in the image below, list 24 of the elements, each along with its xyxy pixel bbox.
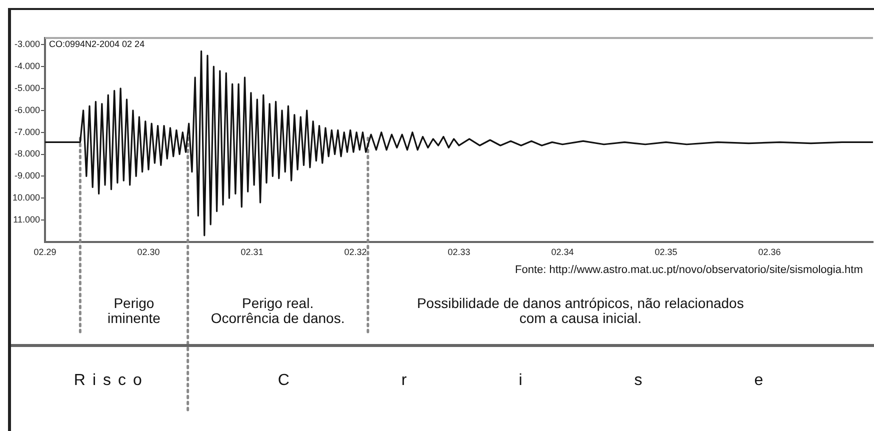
text: Perigo iminente — [108, 295, 160, 327]
text: Risco — [74, 372, 149, 390]
y-tick-label: 10.000 — [12, 192, 40, 203]
x-tick-label: 02.32 — [344, 246, 367, 257]
annotation: CO:0994N2-2004 02 24 — [49, 39, 145, 50]
x-tick-label: 02.35 — [654, 246, 678, 257]
y-tick-label: -6.000 — [14, 104, 40, 115]
text: Perigo real. Ocorrência de danos. — [210, 295, 345, 327]
x-tick-label: 02.36 — [758, 246, 781, 257]
y-tick-label: -8.000 — [14, 148, 40, 159]
y-tick-label: -5.000 — [14, 82, 40, 93]
y-tick-label: -9.000 — [14, 170, 40, 181]
x-tick-label: 02.29 — [34, 246, 56, 257]
y-tick-label: 11.000 — [13, 214, 40, 225]
text: Possibilidade de danos antrópicos, não relacionados com a causa inicial. — [416, 295, 744, 327]
y-tick-label: -4.000 — [14, 61, 40, 71]
y-tick-label: -3.000 — [14, 39, 40, 50]
x-tick-label: 02.33 — [448, 246, 470, 257]
y-tick-label: -7.000 — [14, 126, 40, 137]
source-note: Fonte: http://www.astro.mat.uc.pt/novo/observatorio/site/sismologia.htm — [515, 264, 863, 276]
x-tick-label: 02.30 — [137, 246, 160, 257]
text: Crise — [278, 372, 874, 390]
x-tick-label: 02.34 — [551, 246, 574, 257]
x-tick-label: 02.31 — [240, 246, 264, 257]
